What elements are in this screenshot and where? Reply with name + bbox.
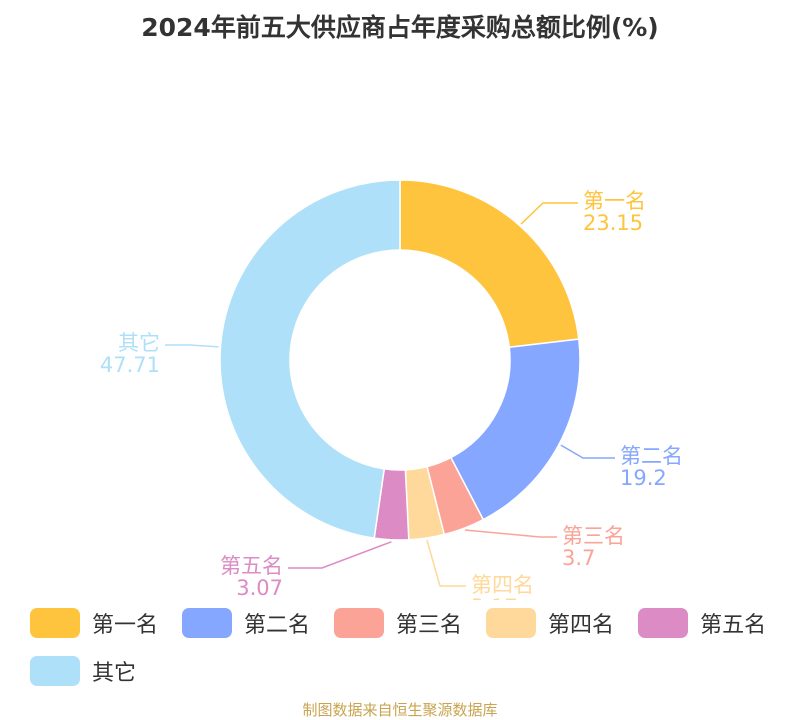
- slice-2[interactable]: [449, 338, 581, 521]
- leader-line-3: [464, 529, 557, 538]
- slice-6[interactable]: [219, 179, 401, 539]
- chart-title: 2024年前五大供应商占年度采购总额比例(%): [141, 13, 659, 42]
- leader-line-4: [426, 539, 466, 587]
- legend-label: 第一名: [92, 613, 159, 638]
- legend-swatch: [334, 608, 385, 638]
- leader-line-6: [165, 344, 219, 348]
- legend-swatch: [182, 608, 233, 638]
- legend-label: 第四名: [548, 613, 615, 638]
- legend-swatch: [486, 608, 537, 638]
- slice-label-value-3: 3.7: [562, 546, 595, 570]
- legend-item-1[interactable]: 第一名: [30, 608, 158, 638]
- legend-swatch: [30, 656, 80, 686]
- slice-label-value-1: 23.15: [583, 211, 643, 235]
- legend-item-2[interactable]: 第二名: [182, 608, 310, 638]
- slice-label-value-2: 19.2: [620, 466, 667, 490]
- slice-label-name-2: 第二名: [620, 444, 683, 468]
- slice-label-value-6: 47.71: [100, 353, 160, 377]
- legend-label: 第二名: [244, 613, 311, 638]
- source-note: 制图数据来自恒生聚源数据库: [302, 701, 498, 719]
- legend-label: 第五名: [700, 613, 767, 638]
- legend-swatch: [638, 608, 689, 638]
- legend-item-6[interactable]: 其它: [30, 656, 136, 686]
- leader-line-1: [520, 202, 578, 225]
- leader-line-5: [288, 541, 392, 569]
- slice-label-name-3: 第三名: [562, 524, 625, 548]
- slice-label-value-5: 3.07: [236, 576, 283, 600]
- slice-label-name-5: 第五名: [220, 554, 283, 578]
- legend-label: 其它: [92, 661, 137, 686]
- slice-label-value-4: 3.17: [471, 595, 518, 600]
- slice-label-name-4: 第四名: [471, 573, 534, 597]
- legend-item-4[interactable]: 第四名: [486, 608, 614, 638]
- legend-item-5[interactable]: 第五名: [638, 608, 766, 638]
- legend-swatch: [30, 608, 80, 638]
- slice-1[interactable]: [399, 179, 580, 349]
- legend-item-3[interactable]: 第三名: [334, 608, 462, 638]
- slice-label-name-6: 其它: [118, 331, 160, 355]
- slice-label-name-1: 第一名: [583, 189, 646, 213]
- legend-label: 第三名: [396, 613, 463, 638]
- leader-line-2: [560, 444, 615, 459]
- legend: 第一名 第二名 第三名 第四名 第五名其它: [30, 608, 790, 686]
